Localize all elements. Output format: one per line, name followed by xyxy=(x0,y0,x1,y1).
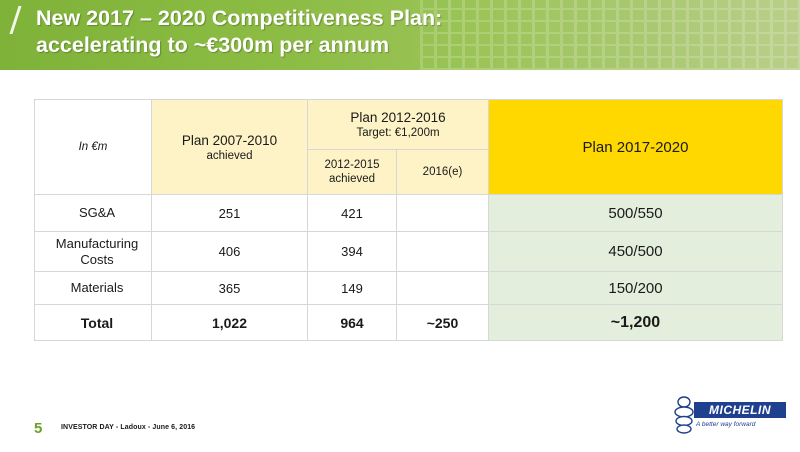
page-number: 5 xyxy=(34,420,43,437)
plan-2007-2010-title: Plan 2007-2010 xyxy=(181,132,278,148)
plan-2012-2016-header: Plan 2012-2016 Target: €1,200m xyxy=(307,99,489,150)
competitiveness-plan-table: In €m Plan 2007-2010 achieved Plan 2012-… xyxy=(34,99,783,341)
cell-2016e xyxy=(396,231,489,272)
header-row-2: 2012-2015 achieved 2016(e) xyxy=(35,149,783,195)
cell-plan-2017-2020: 450/500 xyxy=(488,231,783,272)
footer-caption: INVESTOR DAY - Ladoux - June 6, 2016 xyxy=(61,424,196,431)
cell-plan-2007-2010: 251 xyxy=(151,194,308,232)
slide-title-line2: accelerating to ~€300m per annum xyxy=(36,33,390,57)
cell-2016e xyxy=(396,271,489,305)
table-row: Manufacturing Costs 406 394 450/500 xyxy=(34,231,783,272)
slide-title: New 2017 – 2020 Competitiveness Plan: ac… xyxy=(36,5,442,59)
plan-2007-2010-subtitle: achieved xyxy=(206,149,253,162)
michelin-wordmark: MICHELIN xyxy=(694,402,786,418)
table-row: SG&A 251 421 500/550 xyxy=(34,194,783,232)
plan-2007-2010-header: Plan 2007-2010 achieved xyxy=(151,99,308,195)
plan-2012-2015-achieved-header: 2012-2015 achieved xyxy=(307,149,397,195)
plan-2012-2015-years: 2012-2015 xyxy=(324,159,380,171)
cell-2012-2015: 421 xyxy=(307,194,397,232)
cell-plan-2007-2010: 1,022 xyxy=(151,304,308,341)
row-label: Total xyxy=(34,304,152,341)
table-row-total: Total 1,022 964 ~250 ~1,200 xyxy=(34,304,783,341)
slash-accent-icon xyxy=(9,6,33,34)
row-label: Materials xyxy=(34,271,152,305)
plan-2012-2016-title: Plan 2012-2016 xyxy=(350,110,446,125)
cell-2012-2015: 149 xyxy=(307,271,397,305)
slide-title-line1: New 2017 – 2020 Competitiveness Plan: xyxy=(36,6,443,30)
bibendum-icon xyxy=(674,396,694,434)
table-row: Materials 365 149 150/200 xyxy=(34,271,783,305)
cell-2012-2015: 394 xyxy=(307,231,397,272)
plan-2012-2016-target: Target: €1,200m xyxy=(356,127,440,139)
cell-2012-2015: 964 xyxy=(307,304,397,341)
plan-2012-2015-status: achieved xyxy=(328,173,376,185)
cell-plan-2017-2020: ~1,200 xyxy=(488,304,783,341)
plan-2017-2020-header: Plan 2017-2020 xyxy=(488,99,783,195)
row-label: Manufacturing Costs xyxy=(34,231,152,272)
cell-plan-2007-2010: 365 xyxy=(151,271,308,305)
row-label: SG&A xyxy=(34,194,152,232)
cell-2016e: ~250 xyxy=(396,304,489,341)
cell-plan-2007-2010: 406 xyxy=(151,231,308,272)
cell-plan-2017-2020: 500/550 xyxy=(488,194,783,232)
row-label-line2: Costs xyxy=(80,251,114,267)
michelin-tagline: A better way forward xyxy=(696,421,756,428)
unit-label: In €m xyxy=(34,99,152,195)
michelin-logo: MICHELIN A better way forward xyxy=(672,393,790,439)
background-building-pattern xyxy=(420,0,800,70)
cell-plan-2017-2020: 150/200 xyxy=(488,271,783,305)
plan-2016e-header: 2016(e) xyxy=(396,149,489,195)
cell-2016e xyxy=(396,194,489,232)
title-banner: New 2017 – 2020 Competitiveness Plan: ac… xyxy=(0,0,800,70)
header-row-1: In €m Plan 2007-2010 achieved Plan 2012-… xyxy=(34,99,783,195)
row-label-line1: Manufacturing xyxy=(55,235,139,251)
